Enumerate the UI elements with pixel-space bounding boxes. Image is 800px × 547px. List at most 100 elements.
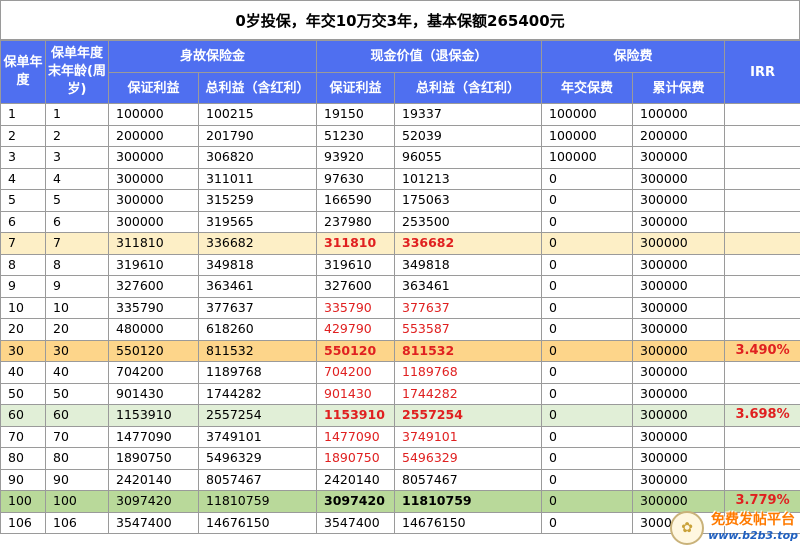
cell-age: 9: [45, 275, 109, 298]
cell-irr: [724, 103, 800, 126]
header-cash-value: 现金价值（退保金）: [316, 40, 543, 73]
cell-age: 3: [45, 146, 109, 169]
cell-cv-total: 811532: [394, 339, 543, 362]
cell-cv-total: 336682: [394, 232, 543, 255]
cell-annual-premium: 100000: [541, 103, 634, 126]
cell-cum-premium: 300000: [632, 275, 726, 298]
table-row: 6 6 300000 319565 237980 253500 0 300000: [0, 210, 800, 233]
cell-irr: 3.779%: [724, 490, 800, 513]
cell-cv-total: 1189768: [394, 361, 543, 384]
cell-annual-premium: 0: [541, 361, 634, 384]
watermark-main-text: 免费发帖平台: [711, 512, 796, 528]
cell-cv-total: 1744282: [394, 382, 543, 405]
cell-cv-guaranteed: 2420140: [316, 468, 396, 491]
table-body: 1 1 100000 100215 19150 19337 100000 100000 2 2 20…: [0, 103, 800, 534]
cell-irr: [724, 447, 800, 470]
cell-policy-year: 2: [0, 124, 46, 147]
cell-policy-year: 50: [0, 382, 46, 405]
cell-annual-premium: 0: [541, 296, 634, 319]
cell-cv-guaranteed: 19150: [316, 103, 396, 126]
table-row: 9 9 327600 363461 327600 363461 0 300000: [0, 275, 800, 298]
cell-cv-total: 19337: [394, 103, 543, 126]
cell-irr: [724, 189, 800, 212]
cell-db-guaranteed: 327600: [108, 275, 199, 298]
cell-policy-year: 60: [0, 404, 46, 427]
cell-irr: [724, 167, 800, 190]
header-cum-premium: 累计保费: [632, 72, 726, 104]
header-db-guaranteed: 保证利益: [108, 72, 199, 104]
header-cv-total: 总利益（含红利）: [394, 72, 543, 104]
cell-annual-premium: 0: [541, 189, 634, 212]
table-row: 7 7 311810 336682 311810 336682 0 300000: [0, 232, 800, 255]
cell-cv-total: 11810759: [394, 490, 543, 513]
cell-cum-premium: 300000: [632, 253, 726, 276]
cell-cv-guaranteed: 327600: [316, 275, 396, 298]
cell-policy-year: 70: [0, 425, 46, 448]
header-cv-guaranteed: 保证利益: [316, 72, 396, 104]
cell-age: 40: [45, 361, 109, 384]
cell-cv-total: 101213: [394, 167, 543, 190]
cell-age: 10: [45, 296, 109, 319]
cell-policy-year: 4: [0, 167, 46, 190]
cell-age: 70: [45, 425, 109, 448]
cell-db-guaranteed: 480000: [108, 318, 199, 341]
cell-db-guaranteed: 300000: [108, 146, 199, 169]
table-row: 10 10 335790 377637 335790 377637 0 300000: [0, 296, 800, 319]
table-row: 5 5 300000 315259 166590 175063 0 300000: [0, 189, 800, 212]
cell-annual-premium: 0: [541, 468, 634, 491]
cell-cv-guaranteed: 311810: [316, 232, 396, 255]
cell-db-guaranteed: 319610: [108, 253, 199, 276]
table-row: 106 106 3547400 14676150 3547400 14676150 0 300…: [0, 511, 800, 534]
cell-db-total: 11810759: [197, 490, 318, 513]
cell-cum-premium: 100000: [632, 103, 726, 126]
cell-db-guaranteed: 3547400: [108, 511, 199, 534]
cell-db-total: 1744282: [197, 382, 318, 405]
benefit-table: 保单年度 保单年度末年龄(周岁) 身故保险金 现金价值（退保金） 保险费 IRR…: [0, 40, 800, 534]
header-premium: 保险费: [541, 40, 726, 73]
cell-db-total: 349818: [197, 253, 318, 276]
header-annual-premium: 年交保费: [541, 72, 634, 104]
cell-cv-guaranteed: 1890750: [316, 447, 396, 470]
cell-cum-premium: 300000: [632, 146, 726, 169]
cell-cv-total: 14676150: [394, 511, 543, 534]
cell-age: 1: [45, 103, 109, 126]
cell-cum-premium: 300000: [632, 167, 726, 190]
table-row: 30 30 550120 811532 550120 811532 0 300000 3.490…: [0, 339, 800, 362]
cell-age: 7: [45, 232, 109, 255]
cell-irr: [724, 382, 800, 405]
cell-age: 50: [45, 382, 109, 405]
cell-cv-guaranteed: 166590: [316, 189, 396, 212]
cell-cv-guaranteed: 51230: [316, 124, 396, 147]
cell-age: 20: [45, 318, 109, 341]
cell-cv-guaranteed: 97630: [316, 167, 396, 190]
cell-irr: [724, 468, 800, 491]
cell-db-total: 14676150: [197, 511, 318, 534]
cell-annual-premium: 0: [541, 210, 634, 233]
table-row: 20 20 480000 618260 429790 553587 0 300000: [0, 318, 800, 341]
cell-cv-total: 5496329: [394, 447, 543, 470]
cell-age: 5: [45, 189, 109, 212]
cell-cv-total: 363461: [394, 275, 543, 298]
cell-irr: [724, 232, 800, 255]
cell-cum-premium: 300000: [632, 189, 726, 212]
cell-db-guaranteed: 2420140: [108, 468, 199, 491]
cell-irr: 3.698%: [724, 404, 800, 427]
cell-age: 60: [45, 404, 109, 427]
cell-cv-guaranteed: 335790: [316, 296, 396, 319]
cell-irr: [724, 425, 800, 448]
cell-cv-total: 253500: [394, 210, 543, 233]
cell-annual-premium: 0: [541, 404, 634, 427]
cell-irr: [724, 318, 800, 341]
table-row: 50 50 901430 1744282 901430 1744282 0 300000: [0, 382, 800, 405]
cell-annual-premium: 0: [541, 425, 634, 448]
cell-irr: [724, 253, 800, 276]
watermark: ✿ 免费发帖平台 www.b2b3.top: [670, 511, 798, 545]
cell-db-guaranteed: 200000: [108, 124, 199, 147]
cell-db-total: 336682: [197, 232, 318, 255]
cell-irr: [724, 124, 800, 147]
cell-cv-guaranteed: 1477090: [316, 425, 396, 448]
cell-age: 100: [45, 490, 109, 513]
table-row: 8 8 319610 349818 319610 349818 0 300000: [0, 253, 800, 276]
cell-cv-guaranteed: 704200: [316, 361, 396, 384]
cell-annual-premium: 0: [541, 447, 634, 470]
